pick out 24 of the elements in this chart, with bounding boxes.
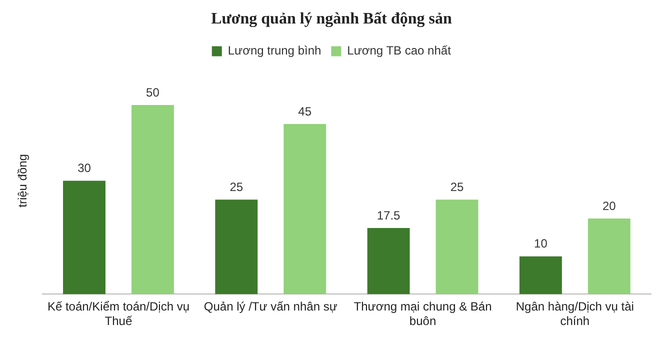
x-tick-label: Thương mại chung & Bán buôn: [354, 300, 492, 328]
chart-title: Lương quản lý ngành Bất động sản: [211, 10, 452, 28]
data-label: 50: [146, 85, 160, 100]
bar: [436, 200, 478, 294]
bar: [63, 180, 106, 294]
data-label: 30: [78, 161, 92, 176]
bar: [519, 256, 562, 294]
bar: [367, 228, 410, 294]
bar: [284, 124, 326, 294]
x-tick-label: Ngân hàng/Dịch vụ tài chính: [516, 300, 634, 328]
bar: [588, 218, 630, 294]
bar: [215, 200, 258, 294]
legend-label: Lương TB cao nhất: [347, 44, 452, 58]
data-label: 25: [450, 180, 464, 194]
data-label: 45: [298, 104, 312, 118]
bar: [131, 105, 174, 294]
x-tick-label: Kế toán/Kiểm toán/Dịch vụ Thuế: [47, 300, 190, 328]
data-label: 25: [230, 180, 244, 194]
data-label: 17.5: [376, 208, 401, 222]
y-axis-title: triệu đồng: [16, 154, 30, 208]
data-label: 10: [534, 236, 548, 251]
legend-label: Lương trung bình: [228, 44, 322, 58]
x-tick-label: Quản lý /Tư vấn nhân sự: [204, 300, 338, 314]
data-label: 20: [602, 198, 616, 213]
